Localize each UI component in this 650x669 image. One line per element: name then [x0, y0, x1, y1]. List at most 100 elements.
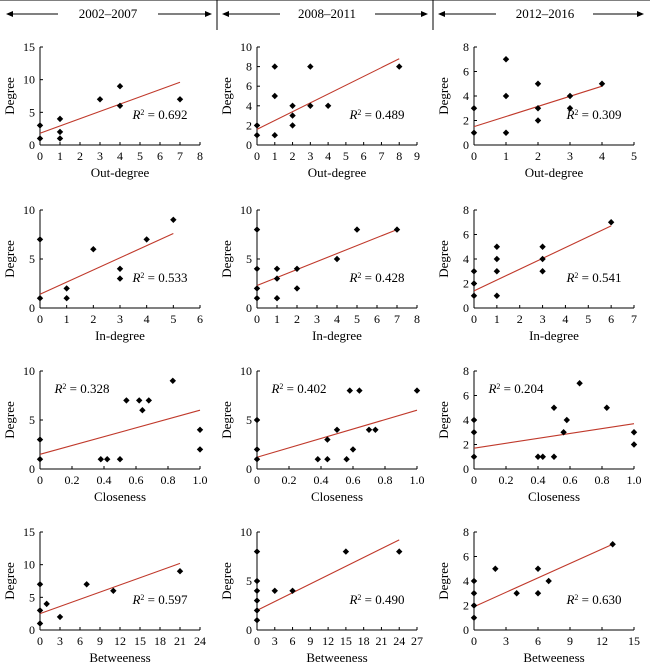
x-tick-label: 4: [117, 149, 123, 163]
x-tick-label: 0: [471, 473, 477, 487]
x-tick-label: 5: [170, 312, 176, 326]
data-point: [413, 387, 421, 394]
data-point: [314, 456, 321, 463]
data-point: [470, 614, 478, 621]
x-axis-title: Betweeness: [89, 650, 150, 665]
data-point: [56, 115, 64, 123]
data-point: [289, 102, 296, 109]
x-tick-label: 0.6: [563, 473, 578, 487]
data-point: [603, 404, 610, 411]
r-squared-label: R2 = 0.428: [348, 270, 404, 285]
x-tick-label: 0.8: [378, 473, 393, 487]
y-tick-label: 0: [246, 138, 252, 152]
y-tick-label: 10: [240, 203, 252, 217]
data-point: [539, 453, 546, 460]
x-axis-title: Betweeness: [523, 650, 584, 665]
y-tick-label: 0: [463, 138, 469, 152]
x-tick-label: 3: [272, 634, 278, 648]
period-3-arrowhead-right: [637, 11, 644, 17]
y-tick-label: 0: [246, 462, 252, 476]
data-point: [56, 135, 64, 142]
r-squared-label: R2 = 0.204: [487, 381, 544, 396]
data-point: [493, 268, 501, 275]
x-tick-label: 3: [117, 312, 123, 326]
data-point: [293, 285, 301, 292]
y-tick-label: 10: [23, 73, 35, 87]
data-point: [36, 581, 44, 588]
data-point: [470, 268, 478, 275]
data-point: [273, 295, 281, 302]
x-tick-label: 15: [628, 634, 640, 648]
data-point: [560, 429, 567, 436]
x-tick-label: 1: [64, 312, 70, 326]
data-point: [273, 265, 281, 272]
y-tick-label: 10: [23, 558, 35, 572]
data-point: [545, 577, 552, 585]
y-tick-label: 15: [23, 525, 35, 539]
data-point: [253, 416, 261, 424]
x-tick-label: 9: [414, 149, 420, 163]
y-tick-label: 4: [463, 89, 469, 103]
x-tick-label: 7: [378, 149, 384, 163]
x-tick-label: 1.0: [627, 473, 642, 487]
data-point: [396, 548, 403, 555]
data-point: [534, 590, 542, 597]
x-tick-label: 0.8: [161, 473, 176, 487]
y-tick-label: 10: [240, 364, 252, 378]
x-tick-label: 6: [361, 149, 367, 163]
y-tick-label: 4: [463, 574, 469, 588]
data-point: [253, 607, 261, 614]
data-point: [104, 456, 111, 463]
y-axis-title: Degree: [2, 401, 17, 439]
period-header: 2002–2007 2008–2011 2012–2016: [0, 0, 650, 30]
scatter-panel-2-1: 0 0.2 0.4 0.6 0.8 1.0 0 5 10 Closeness Degree R2 = …: [219, 364, 425, 504]
y-tick-label: 2: [463, 599, 469, 613]
y-tick-label: 6: [246, 79, 252, 93]
data-point: [143, 236, 150, 243]
data-point: [271, 132, 278, 139]
x-tick-label: 0.4: [531, 473, 546, 487]
y-tick-label: 8: [463, 525, 469, 539]
data-point: [36, 620, 44, 627]
x-tick-label: 6: [197, 312, 203, 326]
x-tick-label: 4: [562, 312, 568, 326]
data-point: [470, 602, 478, 609]
x-tick-label: 15: [134, 634, 146, 648]
data-point: [365, 426, 373, 433]
y-tick-label: 6: [463, 550, 469, 564]
data-point: [110, 587, 117, 594]
data-point: [343, 456, 350, 463]
data-point: [353, 226, 361, 233]
trend-line: [473, 543, 613, 608]
period-2-arrowhead-left: [222, 11, 229, 17]
data-point: [273, 275, 281, 282]
data-point: [176, 568, 184, 575]
y-tick-label: 2: [246, 118, 252, 132]
data-point: [607, 219, 615, 226]
data-point: [253, 577, 261, 585]
x-tick-label: 7: [631, 312, 637, 326]
data-point: [539, 243, 546, 250]
y-tick-label: 0: [29, 462, 35, 476]
x-tick-label: 1: [57, 149, 63, 163]
x-tick-label: 24: [194, 634, 206, 648]
data-point: [271, 587, 278, 594]
r-squared-label: R2 = 0.489: [348, 107, 404, 122]
data-point: [470, 129, 478, 136]
data-point: [116, 456, 124, 463]
trend-line: [39, 409, 201, 455]
data-point: [139, 407, 146, 414]
y-tick-label: 15: [23, 40, 35, 54]
data-point: [470, 577, 478, 585]
data-point: [470, 416, 478, 424]
data-point: [470, 429, 478, 436]
y-tick-label: 5: [29, 105, 35, 119]
data-point: [116, 83, 124, 90]
data-point: [307, 63, 314, 70]
r-squared-label: R2 = 0.309: [565, 107, 621, 122]
scatter-panel-2-0: 0 0.2 0.4 0.6 0.8 1.0 0 5 10 Closeness Degree R2 = …: [2, 364, 208, 504]
x-tick-label: 6: [290, 634, 296, 648]
data-point: [196, 426, 204, 433]
